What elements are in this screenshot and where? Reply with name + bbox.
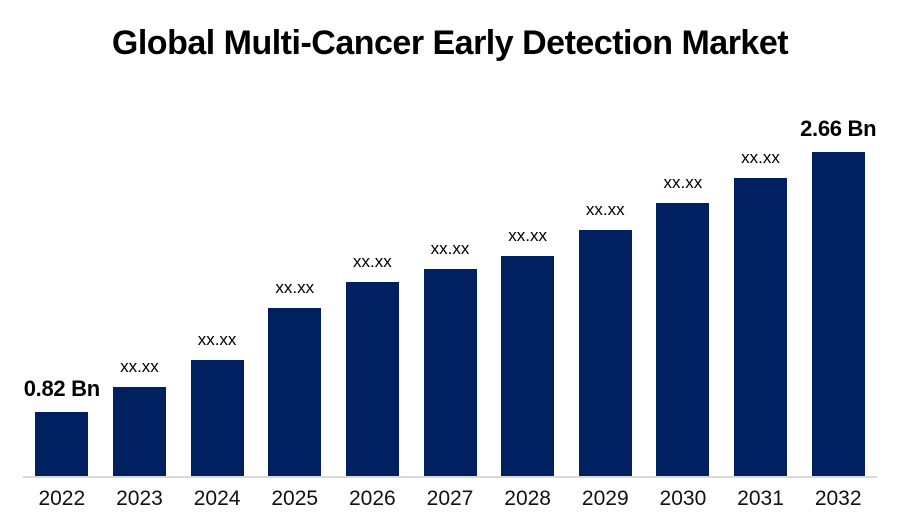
bar-value-label-2024: xx.xx (197, 330, 237, 349)
bar-value-label-2023: xx.xx (120, 357, 159, 376)
bar-2031 (734, 178, 788, 476)
x-axis-tick-label-2032: 2032 (814, 487, 862, 510)
bar-2029 (578, 230, 632, 476)
x-axis-tick-label-2027: 2027 (426, 487, 474, 510)
bar-2022 (35, 412, 89, 476)
bar-value-label-2032: 2.66 Bn (800, 116, 877, 141)
bar-2028 (501, 256, 555, 476)
bar-2026 (345, 282, 399, 476)
x-axis-tick-label-2031: 2031 (737, 487, 784, 510)
x-axis-tick-label-2030: 2030 (659, 487, 707, 510)
bar-value-label-2022: 0.82 Bn (23, 376, 100, 401)
x-axis-tick-label-2022: 2022 (38, 487, 86, 510)
bar-value-label-2026: xx.xx (352, 252, 392, 271)
bar-value-label-2030: xx.xx (663, 173, 703, 192)
x-axis-tick-label-2029: 2029 (581, 487, 629, 510)
bar-2030 (656, 203, 710, 476)
bar-value-label-2029: xx.xx (585, 200, 625, 219)
chart-title: Global Multi-Cancer Early Detection Mark… (111, 24, 789, 62)
bar-value-label-2028: xx.xx (508, 226, 547, 245)
x-axis-tick-label-2025: 2025 (271, 487, 319, 510)
x-axis-tick-label-2026: 2026 (349, 487, 396, 510)
x-axis-tick-label-2024: 2024 (193, 487, 241, 510)
bar-2032 (811, 152, 865, 476)
bar-value-label-2027: xx.xx (430, 239, 470, 258)
bar-2027 (423, 269, 477, 476)
bar-2024 (190, 360, 244, 476)
x-axis-line (23, 476, 877, 478)
bar-value-label-2031: xx.xx (741, 148, 780, 167)
bar-value-label-2025: xx.xx (275, 278, 315, 297)
bar-2025 (268, 308, 322, 476)
bar-2023 (112, 387, 166, 476)
x-axis-tick-label-2023: 2023 (116, 487, 163, 510)
x-axis-tick-label-2028: 2028 (504, 487, 551, 510)
